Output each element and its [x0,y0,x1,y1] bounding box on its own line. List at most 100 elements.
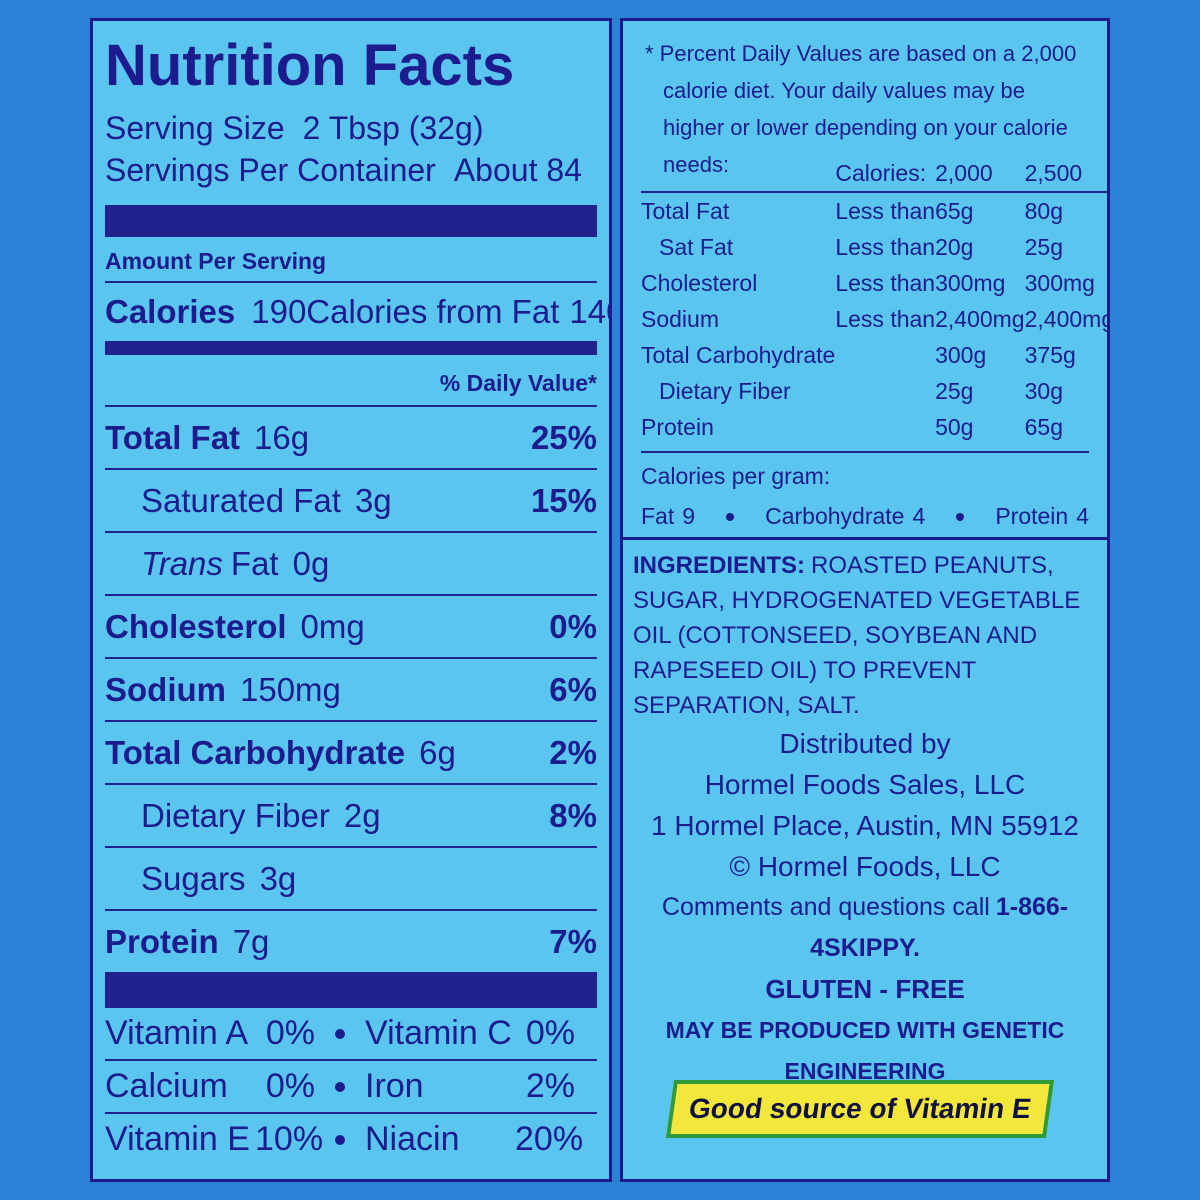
per-gram-item: Fat 9 [641,503,695,530]
distributor-line: Hormel Foods Sales, LLC [704,769,1026,800]
fat-calories-value: 140 [569,293,609,330]
distributor-line: Distributed by [779,728,951,759]
limits-cell: 300mg [935,269,1006,296]
nutrient-row: Trans Fat 0g [105,531,597,594]
limits-cell: 50g [935,413,974,440]
per-gram-name: Protein [995,503,1069,529]
nutrient-amount: 6g [419,733,456,771]
vitamin-dv: 0% [265,1014,315,1052]
limits-header: Calories: 2,000 2,500 [641,155,1107,192]
nutrient-name: Protein [105,922,219,960]
nutrient-dv: 2% [549,733,597,771]
calories-value: 190 [251,293,307,330]
nutrient-name: Cholesterol [105,607,287,645]
title: Nutrition Facts [105,33,515,98]
nutrient-dv: 25% [530,418,597,456]
nutrient-dv: 6% [549,670,597,708]
vitamin-dv: 0% [265,1067,315,1105]
serving-label: Servings Per Container [105,151,436,188]
nutrition-facts: Nutrition Facts Serving Size 2 Tbsp (32g) S… [90,18,612,1182]
serving-row: Servings Per Container About 84 [105,149,597,191]
nutrient-name: Fat [230,544,279,582]
nutrient-row: Cholesterol 0mg 0% [105,594,597,657]
comments-phone: 1-866-4SKIPPY. [810,893,1069,962]
vitamin-row: Calcium 0% Iron 2% [105,1059,597,1112]
medium-bar [105,341,597,355]
daily-value-footnote: * Percent Daily Values are based on a 2,… [620,18,1110,540]
vitamin-row: Vitamin A 0% Vitamin C 0% [105,1008,597,1059]
comments-text: Comments and questions call [661,893,990,921]
limits-cell: 300g [935,341,987,368]
limits-cell: Total Carbohydrate [641,341,836,368]
vitamin-dv: 20% [515,1120,584,1158]
serving-value: 2 Tbsp (32g) [302,109,484,146]
limits-cell: 25g [935,377,974,404]
limits-cell: 2,400mg [935,305,1025,332]
nutrient-row: Dietary Fiber 2g 8% [105,783,597,846]
nutrient-dv: 7% [549,922,597,960]
nutrient-name: Dietary Fiber [141,796,330,834]
nutrient-name: Sugars [141,859,246,897]
vitamin-name: Iron [365,1067,424,1105]
bullet [726,512,735,521]
serving-row: Serving Size 2 Tbsp (32g) [105,107,597,149]
thick-bar [105,972,597,1008]
nutrient-row: Protein 7g 7% [105,909,597,972]
limits-row: Protein 50g 65g [641,409,1107,445]
nutrient-amount: 3g [354,481,392,519]
limits-cell: 20g [935,233,974,260]
header-cell: 2,500 [1024,159,1083,186]
limits-cell: 30g [1024,377,1063,404]
header-cell: 2,000 [935,159,993,186]
serving-value: About 84 [453,151,582,188]
limits-cell: Protein [641,413,714,440]
nutrient-amount: 150mg [240,670,341,708]
amount-per-serving: Amount Per Serving [105,237,597,283]
limits-cell [835,409,935,445]
limits-cell: Dietary Fiber [659,377,791,404]
per-gram-row: Fat 9 Carbohydrate 4 Protein 4 [641,503,1089,530]
limits-cell: Less than [835,305,936,332]
limits-cell: 2,400mg [1024,305,1110,332]
limits-cell: Cholesterol [641,269,758,296]
limits-cell: 25g [1024,233,1063,260]
vitamin-dv: 0% [525,1014,575,1052]
limits-row: Total Carbohydrate 300g 375g [641,337,1107,373]
ingredients-text: ROASTED PEANUTS, SUGAR, HYDROGENATED VEG… [633,552,1081,719]
bullet [335,1134,345,1145]
limits-row: Cholesterol Less than 300mg 300mg [641,265,1107,301]
limits-cell: 80g [1024,197,1063,224]
limits-cell: 375g [1024,341,1076,368]
limits-table: Calories: 2,000 2,500 Total Fat Less than 65g… [641,155,1110,445]
nutrient-name: Saturated Fat [141,481,341,519]
limits-row: Sat Fat Less than 20g 25g [641,229,1107,265]
genetic-engineering: MAY BE PRODUCED WITH GENETIC ENGINEERING [665,1017,1065,1084]
limits-cell: Less than [835,233,936,260]
distributor-line: © Hormel Foods, LLC [729,851,1001,882]
nutrient-dv: 0% [549,607,597,645]
nutrient-amount: 7g [232,922,270,960]
nutrient-amount: 0mg [300,607,365,645]
nutrient-amount: 3g [259,859,297,897]
limits-row: Total Fat Less than 65g 80g [641,192,1107,229]
nutrient-name: Total Fat [105,418,241,456]
nutrient-amount: 16g [254,418,310,456]
bullet [335,1081,345,1092]
vitamin-name: Vitamin A [105,1014,249,1052]
limits-cell: Less than [835,197,936,224]
gluten-free: GLUTEN - FREE [765,974,965,1004]
vitamin-badge: Good source of Vitamin E [665,1080,1055,1138]
distributor-line: 1 Hormel Place, Austin, MN 55912 [651,810,1079,841]
nutrient-row: Total Carbohydrate 6g 2% [105,720,597,783]
per-gram-item: Carbohydrate 4 [765,503,925,530]
footnote-text: * Percent Daily Values are based on a 2,… [645,41,1077,177]
ingredients-panel: INGREDIENTS: ROASTED PEANUTS, SUGAR, HYDR… [620,537,1110,1182]
limits-cell: 65g [1024,413,1063,440]
calories-label: Calories [105,293,236,330]
fat-calories-label: Calories from Fat [306,293,560,330]
nutrient-row: Sugars 3g [105,846,597,909]
per-gram-item: Protein 4 [995,503,1089,530]
nutrient-row: Total Fat 16g 25% [105,405,597,468]
limits-row: Dietary Fiber 25g 30g [641,373,1107,409]
